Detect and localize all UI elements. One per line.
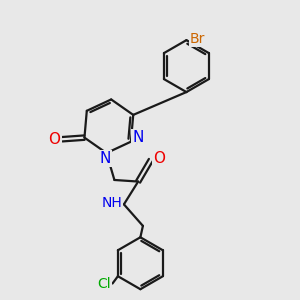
Text: O: O <box>153 151 165 166</box>
Text: N: N <box>99 151 111 166</box>
Text: Br: Br <box>190 32 205 46</box>
Text: O: O <box>48 132 60 147</box>
Text: N: N <box>132 130 143 146</box>
Text: NH: NH <box>101 196 122 210</box>
Text: Cl: Cl <box>97 278 111 292</box>
